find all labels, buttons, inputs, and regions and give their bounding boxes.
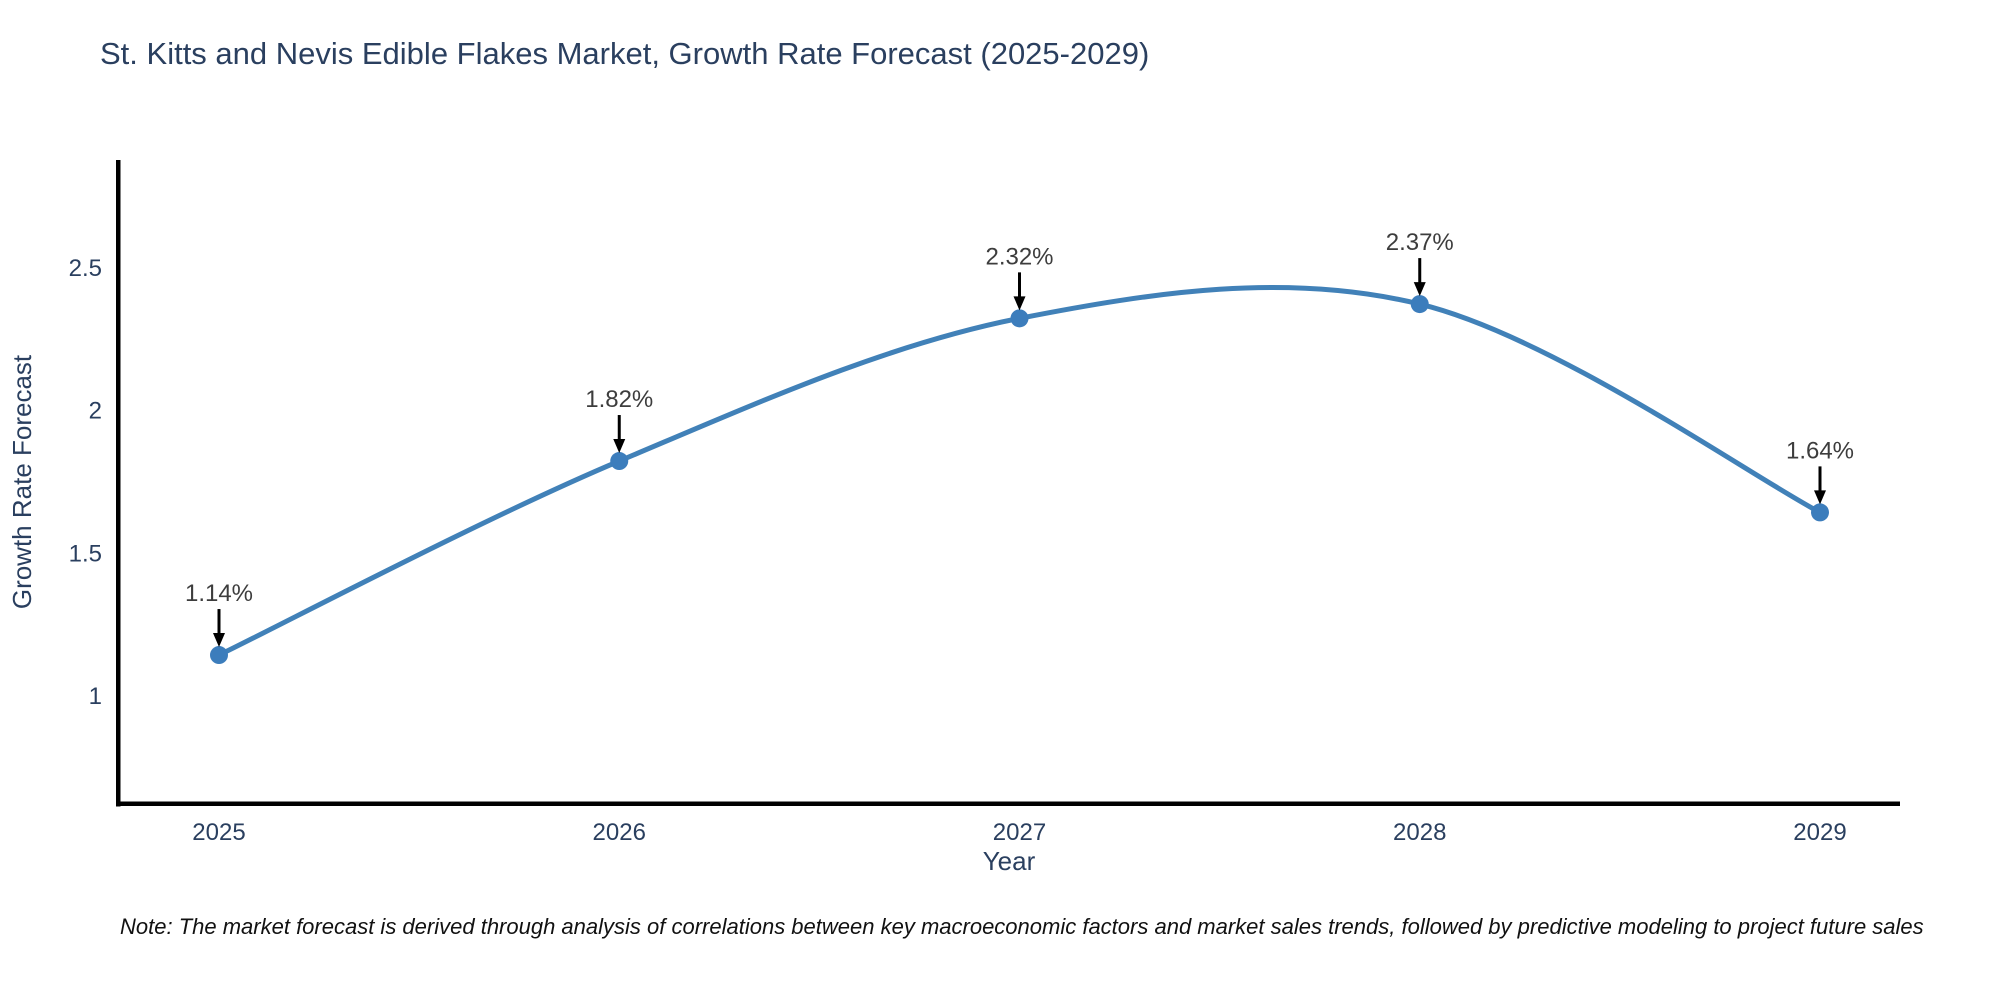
annotation-arrow-head (1413, 282, 1426, 297)
footnote: Note: The market forecast is derived thr… (120, 914, 1924, 939)
y-axis-line (116, 160, 121, 807)
annotation-arrow-head (613, 439, 626, 454)
data-point-label: 2.32% (985, 243, 1053, 270)
x-axis-line (116, 801, 1900, 806)
data-point (610, 452, 629, 471)
data-point-label: 2.37% (1386, 229, 1454, 256)
data-point (1410, 295, 1429, 314)
x-tick-label: 2029 (1793, 819, 1846, 846)
y-tick-label: 2 (89, 398, 102, 425)
x-tick-label: 2025 (192, 819, 245, 846)
data-point-label: 1.82% (585, 386, 653, 413)
series-line (216, 285, 1823, 658)
x-tick-label: 2028 (1393, 819, 1446, 846)
x-tick-label: 2026 (593, 819, 646, 846)
chart-title: St. Kitts and Nevis Edible Flakes Market… (100, 36, 1150, 71)
annotation-arrow-head (213, 633, 225, 648)
annotation-arrow-head (1814, 490, 1826, 505)
y-tick-label: 1 (89, 683, 102, 710)
x-axis-title: Year (982, 846, 1036, 876)
y-tick-label: 1.5 (69, 540, 102, 567)
data-point (210, 646, 228, 665)
data-point-label: 1.14% (185, 580, 253, 607)
x-tick-label: 2027 (993, 819, 1046, 846)
data-point (1811, 503, 1829, 522)
data-point (1010, 309, 1029, 328)
data-point-label: 1.64% (1786, 437, 1854, 464)
annotation-arrow-head (1013, 296, 1026, 311)
y-tick-label: 2.5 (69, 255, 102, 282)
